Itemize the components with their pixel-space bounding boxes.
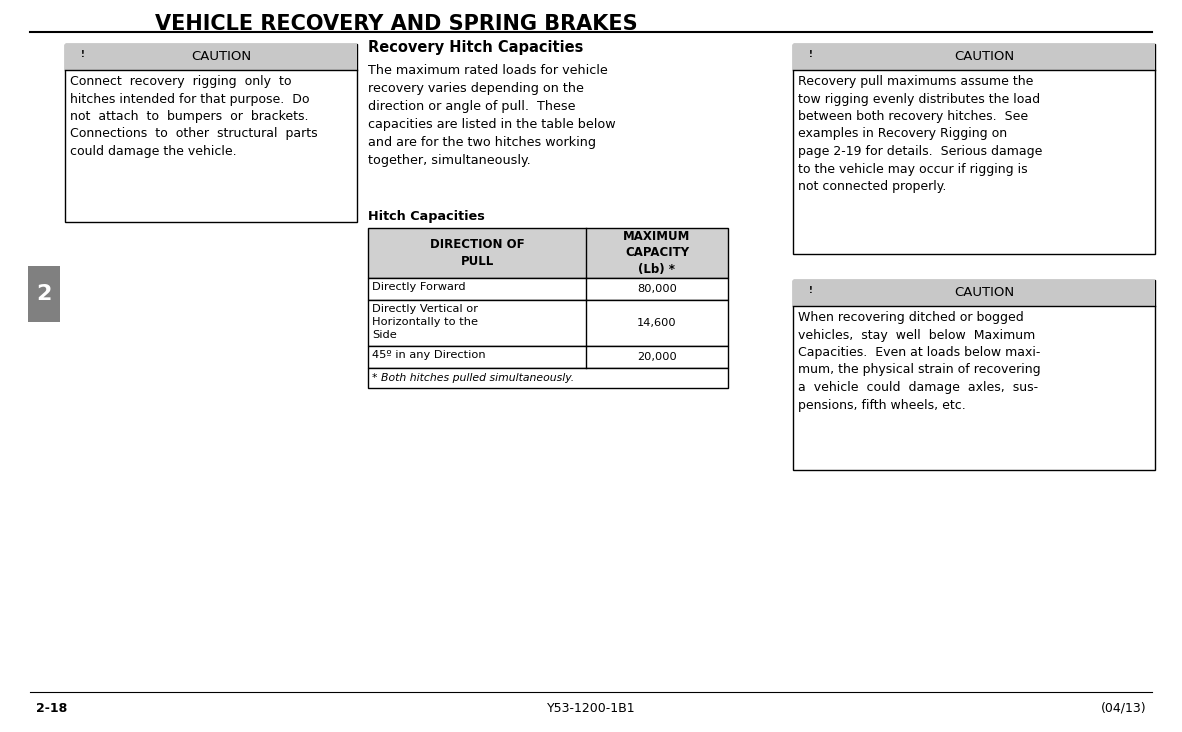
Text: MAXIMUM
CAPACITY
(Lb) *: MAXIMUM CAPACITY (Lb) * xyxy=(623,230,690,277)
FancyBboxPatch shape xyxy=(793,44,1155,70)
Text: VEHICLE RECOVERY AND SPRING BRAKES: VEHICLE RECOVERY AND SPRING BRAKES xyxy=(155,14,637,34)
Text: 45º in any Direction: 45º in any Direction xyxy=(372,350,486,360)
Text: When recovering ditched or bogged
vehicles,  stay  well  below  Maximum
Capaciti: When recovering ditched or bogged vehicl… xyxy=(798,311,1040,411)
Text: CAUTION: CAUTION xyxy=(191,51,251,64)
Text: Recovery Hitch Capacities: Recovery Hitch Capacities xyxy=(368,40,584,55)
Text: Directly Forward: Directly Forward xyxy=(372,282,466,292)
FancyBboxPatch shape xyxy=(368,346,728,368)
Text: Y53-1200-1B1: Y53-1200-1B1 xyxy=(547,701,635,714)
FancyBboxPatch shape xyxy=(793,44,1155,254)
Text: 2-18: 2-18 xyxy=(35,701,67,714)
Text: Directly Vertical or
Horizontally to the
Side: Directly Vertical or Horizontally to the… xyxy=(372,304,478,340)
Text: 2: 2 xyxy=(37,284,52,304)
FancyBboxPatch shape xyxy=(28,266,60,322)
Text: CAUTION: CAUTION xyxy=(954,51,1014,64)
Text: (04/13): (04/13) xyxy=(1100,701,1147,714)
Text: 14,600: 14,600 xyxy=(637,318,677,328)
Text: Connect  recovery  rigging  only  to
hitches intended for that purpose.  Do
not : Connect recovery rigging only to hitches… xyxy=(70,75,318,158)
Text: * Both hitches pulled simultaneously.: * Both hitches pulled simultaneously. xyxy=(372,373,574,383)
Text: Hitch Capacities: Hitch Capacities xyxy=(368,210,485,223)
Text: The maximum rated loads for vehicle
recovery varies depending on the
direction o: The maximum rated loads for vehicle reco… xyxy=(368,64,616,167)
FancyBboxPatch shape xyxy=(368,228,728,278)
Text: !: ! xyxy=(808,50,813,59)
Text: Recovery pull maximums assume the
tow rigging evenly distributes the load
betwee: Recovery pull maximums assume the tow ri… xyxy=(798,75,1043,193)
FancyBboxPatch shape xyxy=(65,44,357,222)
FancyBboxPatch shape xyxy=(793,280,1155,470)
Text: 20,000: 20,000 xyxy=(637,352,677,362)
Text: 80,000: 80,000 xyxy=(637,284,677,294)
FancyBboxPatch shape xyxy=(368,300,728,346)
FancyBboxPatch shape xyxy=(793,280,1155,306)
Text: CAUTION: CAUTION xyxy=(954,286,1014,299)
Text: DIRECTION OF
PULL: DIRECTION OF PULL xyxy=(430,238,525,268)
FancyBboxPatch shape xyxy=(65,44,357,70)
FancyBboxPatch shape xyxy=(368,368,728,388)
Text: !: ! xyxy=(808,285,813,294)
FancyBboxPatch shape xyxy=(368,278,728,300)
Text: !: ! xyxy=(82,50,85,59)
